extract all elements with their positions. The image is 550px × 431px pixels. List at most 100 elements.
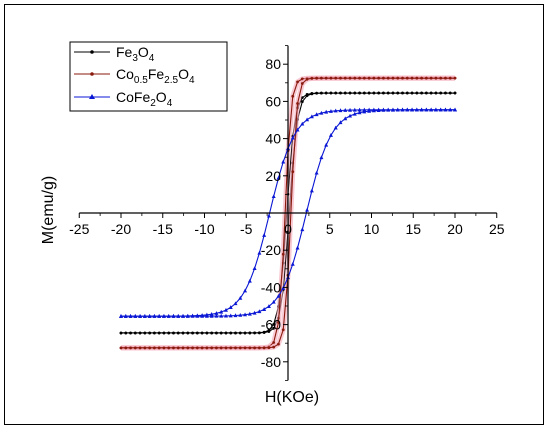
series-co05fe25o4-point: [296, 80, 299, 84]
series-cofe2o4-point: [357, 107, 362, 112]
series-co05fe25o4-point: [415, 76, 419, 80]
series-co05fe25o4-point: [272, 345, 276, 349]
series-cofe2o4-point: [290, 261, 295, 266]
series-cofe2o4-point: [185, 314, 190, 318]
series-cofe2o4-point: [343, 116, 348, 121]
series-fe3o4-point: [324, 91, 328, 95]
series-cofe2o4-point: [161, 314, 166, 318]
series-cofe2o4-point: [348, 107, 353, 112]
series-co05fe25o4-point: [243, 346, 247, 350]
series-cofe2o4-point: [324, 142, 329, 147]
series-cofe2o4-point: [424, 107, 429, 112]
series-co05fe25o4-point: [195, 346, 199, 350]
series-cofe2o4-point: [266, 213, 271, 218]
series-fe3o4-point: [253, 331, 256, 335]
series-fe3o4-point: [153, 331, 156, 335]
series-fe3o4-point: [129, 331, 132, 335]
series-fe3o4-point: [176, 331, 180, 335]
series-cofe2o4-point: [309, 188, 314, 193]
series-co05fe25o4-point: [277, 321, 280, 324]
y-tick-label: 40: [265, 131, 281, 147]
series-cofe2o4-point: [414, 107, 419, 112]
series-cofe2o4-point: [223, 307, 228, 312]
series-co05fe25o4-point: [281, 328, 285, 332]
series-cofe2o4-point: [448, 107, 453, 112]
series-fe3o4-point: [339, 91, 342, 95]
series-fe3o4-point: [229, 331, 233, 335]
series-co05fe25o4-point: [367, 76, 371, 80]
series-cofe2o4-point: [381, 108, 386, 112]
series-fe3o4-point: [439, 91, 443, 95]
series-cofe2o4-point: [190, 314, 195, 318]
series-fe3o4-point: [119, 331, 123, 335]
series-co05fe25o4-point: [305, 77, 309, 81]
series-cofe2o4-point: [119, 314, 123, 318]
legend-marker-fe3o4: [90, 50, 94, 54]
x-axis-title: H(KOe): [265, 389, 319, 406]
series-co05fe25o4-point: [157, 346, 161, 350]
series-fe3o4-point: [410, 91, 414, 95]
series-co05fe25o4-point: [119, 346, 123, 350]
series-co05fe25o4-point: [219, 346, 223, 350]
series-fe3o4-point: [320, 91, 323, 95]
series-cofe2o4-point: [152, 314, 157, 318]
legend-box: [69, 41, 228, 112]
series-cofe2o4-point: [276, 175, 281, 180]
series-cofe2o4-point: [262, 307, 267, 311]
series-fe3o4-point: [210, 331, 214, 335]
series-fe3o4-point: [386, 91, 390, 95]
series-cofe2o4-point: [357, 110, 362, 115]
series-cofe2o4-point: [352, 107, 357, 112]
series-fe3o4-point: [181, 331, 185, 335]
series-cofe2o4-point: [238, 295, 243, 300]
series-co05fe25o4-point: [262, 346, 266, 350]
series-cofe2o4-point: [324, 109, 329, 114]
series-cofe2o4-point: [305, 207, 310, 212]
series-fe3o4-point: [300, 100, 304, 104]
series-fe3o4-point: [195, 331, 199, 335]
series-cofe2o4-point: [209, 313, 214, 318]
series-co05fe25o4-point: [401, 76, 404, 80]
series-fe3o4-point: [415, 91, 419, 95]
series-co05fe25o4-point: [334, 76, 338, 80]
series-cofe2o4-point: [314, 170, 319, 175]
series-cofe2o4-point: [295, 245, 300, 250]
series-co05fe25o4-point: [167, 346, 171, 350]
legend-entry-co05fe25o4: Co0.5Fe2.5O4: [74, 66, 195, 86]
series-fe3o4-point: [262, 331, 266, 334]
legend-entry-cofe2o4: CoFe2O4: [74, 89, 173, 109]
series-fe3o4-point: [148, 331, 152, 335]
series-fe3o4-point: [200, 331, 204, 335]
series-co05fe25o4-point: [300, 82, 304, 85]
series-co05fe25o4-point: [162, 346, 166, 350]
series-fe3o4-point: [334, 91, 338, 95]
series-fe3o4-point: [238, 331, 242, 335]
y-tick-label: 60: [265, 93, 281, 109]
y-tick-label: 80: [265, 56, 281, 72]
series-co05fe25o4-point: [396, 76, 400, 80]
series-cofe2o4-point: [343, 108, 348, 112]
series-co05fe25o4-point: [339, 76, 342, 80]
series-co05fe25o4-point: [148, 346, 152, 350]
series-co05fe25o4-point: [358, 76, 361, 80]
legend-marker-cofe2o4: [89, 94, 95, 99]
series-cofe2o4-point: [147, 314, 152, 318]
series-fe3o4-point: [405, 91, 409, 95]
series-co05fe25o4-point: [382, 76, 385, 80]
series-fe3o4-point: [186, 331, 190, 335]
series-cofe2o4-point: [271, 299, 276, 304]
series-cofe2o4-point: [419, 107, 424, 112]
legend: Fe3O4 Co0.5Fe2.5O4 CoFe2O4: [69, 41, 228, 112]
series-fe3o4-point: [157, 331, 161, 335]
series-co05fe25o4-point: [224, 346, 228, 350]
y-ticks: -80 -60 -40 -20 20 40 60 80: [261, 45, 288, 381]
series-cofe2o4-point: [243, 288, 248, 293]
series-co05fe25o4-point: [277, 342, 280, 346]
series-cofe2o4-point: [133, 314, 138, 318]
series-co05fe25o4-point: [324, 76, 328, 80]
series-cofe2o4-point: [305, 117, 310, 122]
legend-label-co05fe25o4: Co0.5Fe2.5O4: [116, 66, 195, 86]
series-cofe2o4-point: [333, 125, 338, 130]
series-cofe2o4-point: [252, 310, 257, 315]
series-cofe2o4-point: [453, 107, 457, 112]
